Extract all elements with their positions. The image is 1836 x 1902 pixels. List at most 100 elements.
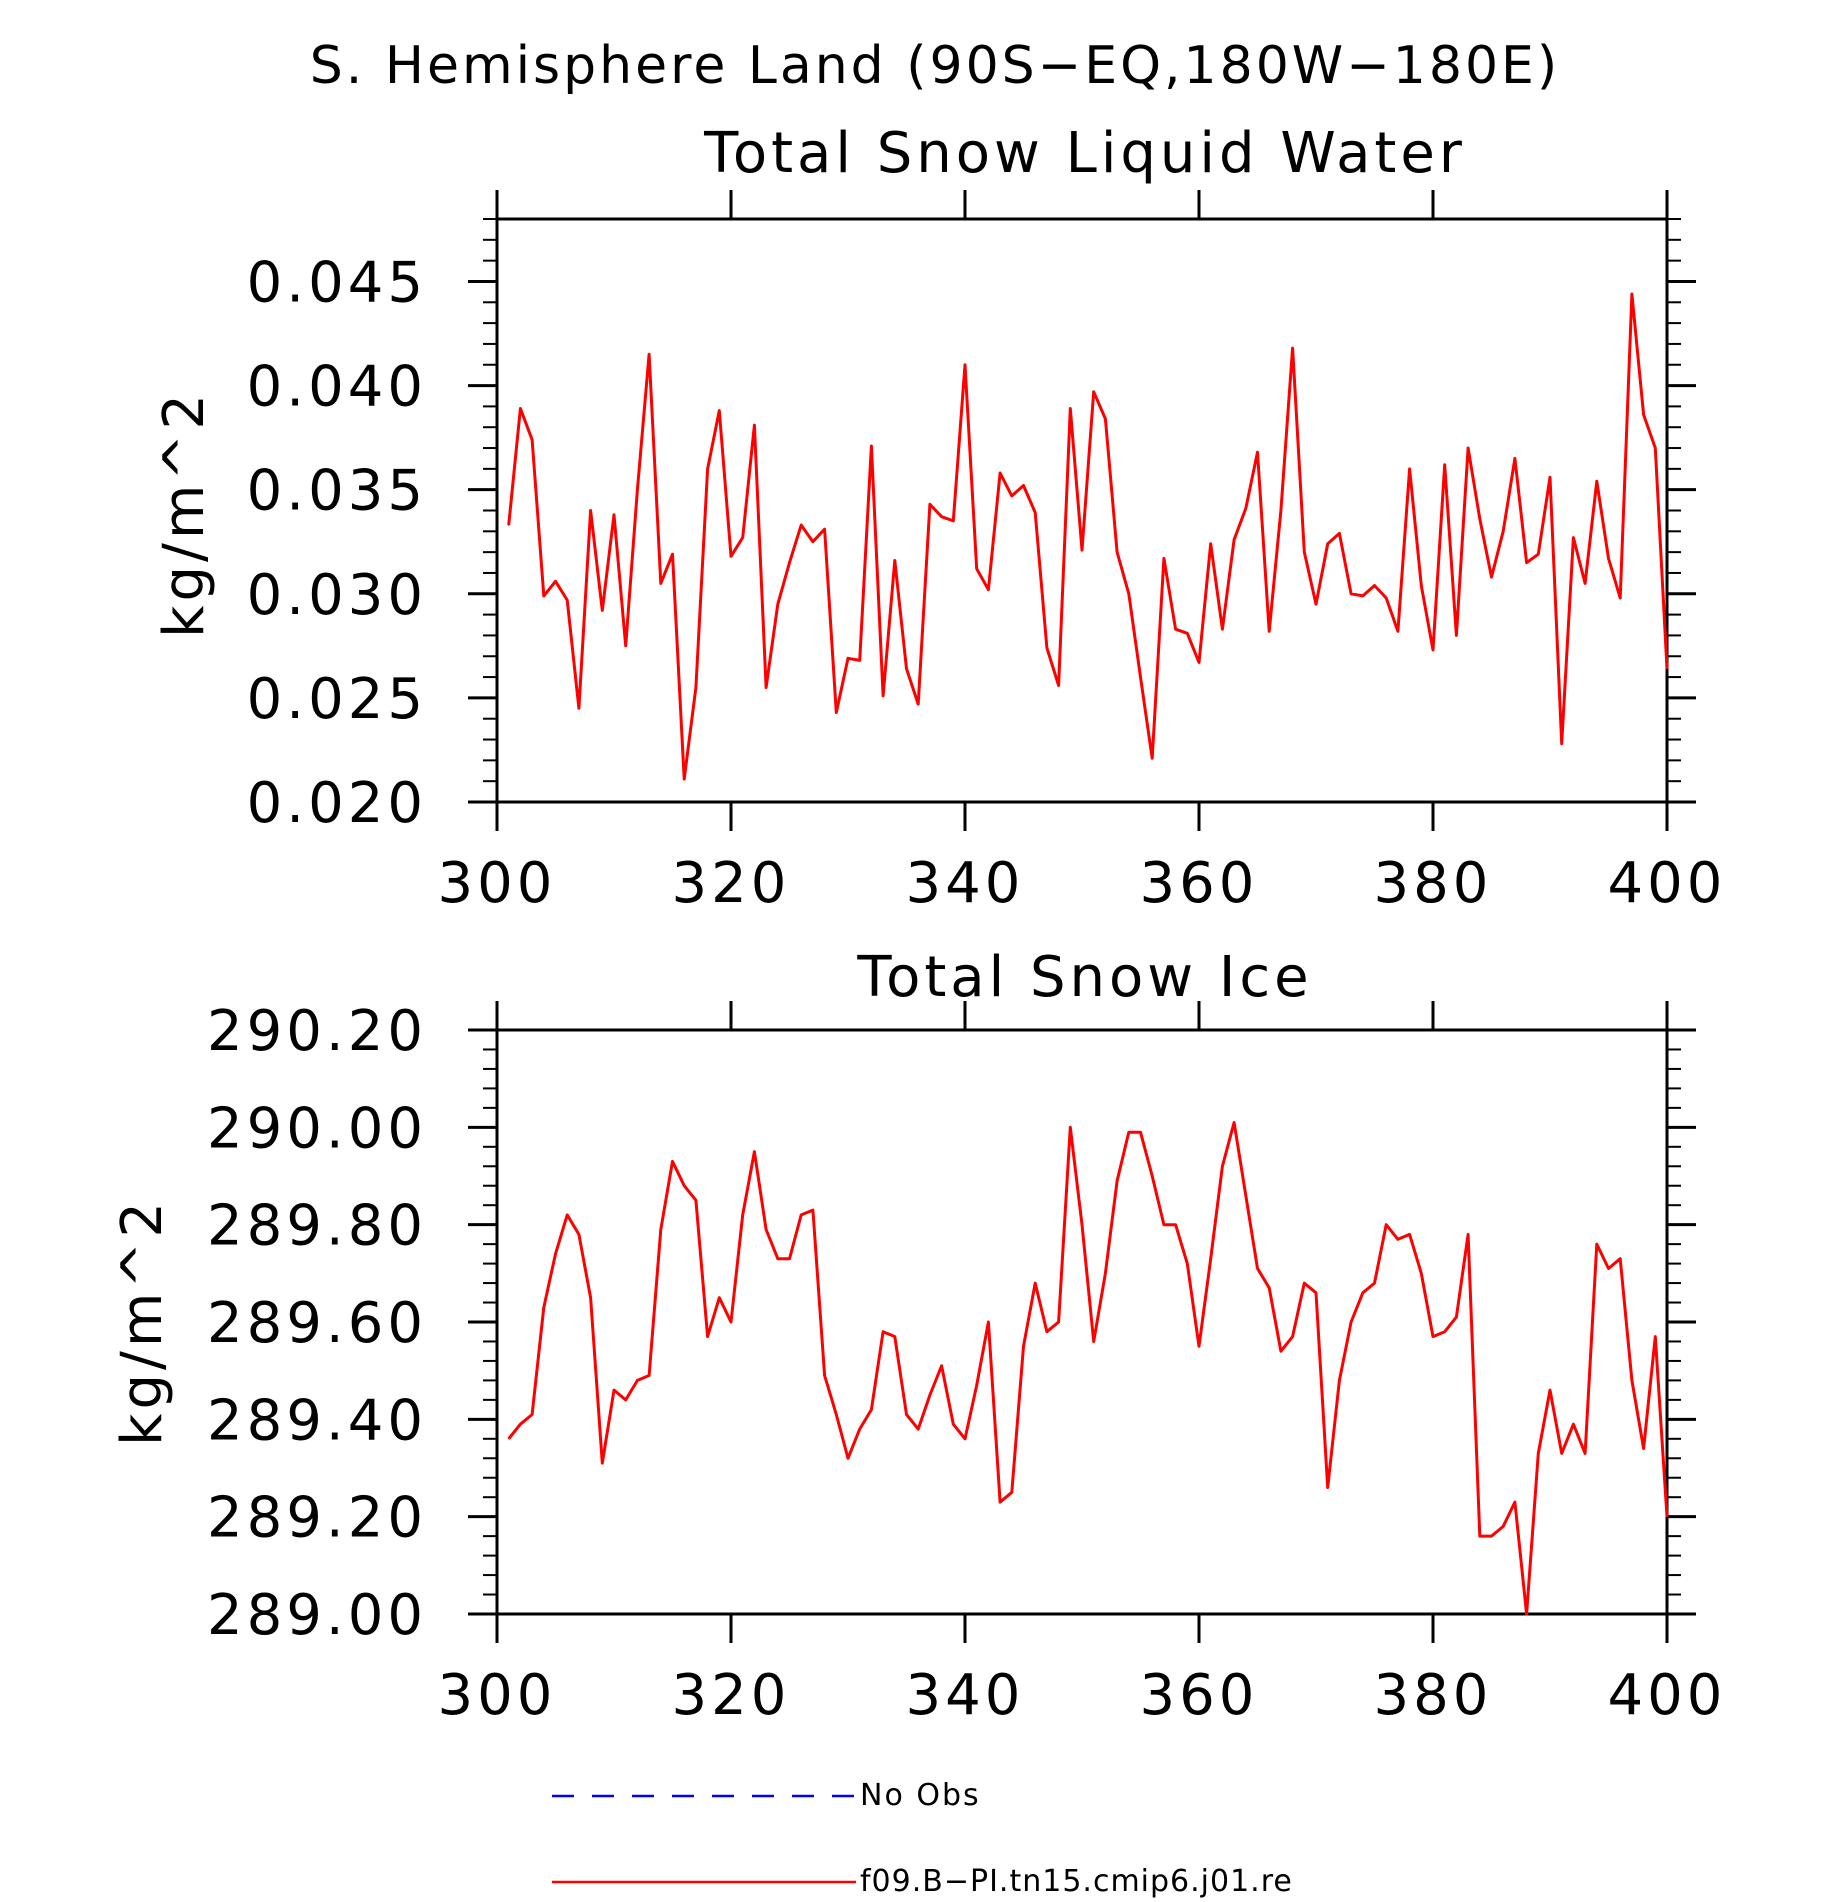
data-point-top	[1128, 593, 1130, 595]
chart-title-top: Total Snow Liquid Water	[703, 121, 1466, 186]
data-point-top	[1537, 553, 1539, 555]
data-point-bottom	[859, 1428, 861, 1430]
data-point-bottom	[1104, 1272, 1106, 1274]
data-point-top	[882, 695, 884, 697]
data-point-top	[636, 489, 639, 491]
data-point-bottom	[812, 1209, 814, 1211]
data-point-bottom	[636, 1379, 639, 1381]
x-tick-label-top: 320	[672, 851, 791, 916]
data-point-top	[1268, 630, 1270, 632]
data-point-bottom	[1245, 1194, 1247, 1197]
data-point-bottom	[1619, 1258, 1621, 1260]
data-point-top	[1549, 476, 1551, 478]
data-point-top	[718, 410, 720, 412]
data-point-bottom	[1233, 1121, 1235, 1124]
data-point-top	[625, 645, 627, 647]
data-point-bottom	[1409, 1233, 1411, 1235]
data-point-bottom	[1643, 1447, 1645, 1450]
data-point-bottom	[941, 1365, 943, 1367]
data-point-bottom	[1303, 1282, 1305, 1284]
data-point-top	[1175, 628, 1177, 630]
data-point-top	[812, 541, 814, 543]
data-point-top	[578, 707, 580, 709]
data-point-top	[1081, 549, 1083, 551]
data-point-top	[1327, 543, 1329, 545]
data-point-bottom	[987, 1321, 990, 1323]
y-tick-label-top: 0.020	[247, 771, 427, 836]
data-point-bottom	[695, 1199, 697, 1201]
data-point-top	[1221, 628, 1223, 630]
data-point-bottom	[1420, 1272, 1422, 1274]
data-point-bottom	[1151, 1175, 1153, 1177]
figure-title: S. Hemisphere Land (90S−EQ,180W−180E)	[310, 36, 1560, 96]
y-tick-label-bottom: 289.60	[207, 1291, 427, 1356]
data-point-top	[1584, 582, 1586, 585]
data-point-top	[1233, 539, 1235, 541]
data-point-bottom	[1128, 1131, 1130, 1133]
data-point-bottom	[1397, 1238, 1399, 1240]
data-point-bottom	[1011, 1491, 1013, 1493]
data-point-bottom	[671, 1160, 674, 1162]
data-point-top	[1245, 507, 1247, 509]
y-tick-label-top: 0.030	[247, 563, 427, 628]
data-point-top	[1011, 495, 1013, 497]
data-point-bottom	[777, 1258, 779, 1260]
data-point-top	[929, 503, 931, 505]
data-point-top	[847, 657, 849, 659]
data-point-bottom	[531, 1413, 533, 1416]
data-point-top	[660, 582, 662, 585]
data-point-top	[1631, 293, 1633, 295]
data-point-top	[1292, 347, 1294, 349]
data-point-bottom	[1081, 1224, 1083, 1226]
data-point-top	[1444, 464, 1446, 466]
data-point-top	[1280, 509, 1282, 512]
plot-area-bottom: 300 320 340 360 380 400 289.00 289.20 289.40 289.…	[207, 999, 1727, 1728]
data-point-top	[941, 516, 943, 518]
data-point-bottom	[1584, 1452, 1586, 1454]
data-point-bottom	[519, 1423, 522, 1425]
data-point-bottom	[1514, 1501, 1516, 1503]
data-point-top	[964, 364, 966, 366]
data-point-top	[519, 407, 522, 410]
data-point-bottom	[1210, 1258, 1212, 1260]
plot-frame-bottom	[495, 1028, 1669, 1616]
series-line-top-0	[507, 292, 1669, 781]
data-point-bottom	[1526, 1613, 1528, 1615]
data-point-bottom	[590, 1297, 592, 1299]
data-point-bottom	[824, 1374, 826, 1377]
x-tick-label-bottom: 400	[1608, 1663, 1727, 1728]
chart-panel-bottom: Total Snow Ice kg/m^2 300 320 340 360 380 400…	[110, 945, 1727, 1728]
data-point-top	[531, 439, 533, 441]
data-point-bottom	[835, 1413, 837, 1416]
data-point-bottom	[1572, 1423, 1574, 1425]
data-point-bottom	[648, 1374, 650, 1377]
data-point-bottom	[601, 1462, 603, 1464]
data-point-bottom	[1327, 1486, 1329, 1489]
data-point-bottom	[1163, 1224, 1165, 1226]
data-point-bottom	[1432, 1336, 1434, 1338]
data-point-top	[765, 686, 767, 689]
data-point-bottom	[730, 1321, 732, 1323]
y-tick-label-top: 0.040	[247, 355, 427, 420]
data-point-bottom	[1666, 1516, 1668, 1518]
data-point-top	[707, 468, 709, 470]
data-point-top	[613, 514, 615, 516]
data-point-top	[1502, 530, 1504, 532]
data-point-top	[1315, 603, 1317, 605]
data-point-bottom	[1350, 1321, 1352, 1323]
data-point-top	[1116, 551, 1118, 553]
data-point-bottom	[1444, 1331, 1446, 1333]
y-tick-label-top: 0.025	[247, 667, 427, 732]
data-point-bottom	[952, 1423, 954, 1425]
y-tick-label-top: 0.035	[247, 459, 427, 524]
plot-frame-top	[495, 217, 1669, 804]
data-point-top	[1139, 676, 1142, 678]
data-point-top	[1619, 597, 1621, 599]
legend-label-model: f09.B−PI.tn15.cmip6.j01.re	[860, 1864, 1293, 1899]
data-point-bottom	[1385, 1224, 1387, 1226]
data-point-top	[976, 568, 978, 570]
data-point-top	[894, 559, 896, 562]
data-point-top	[695, 686, 697, 689]
y-axis-label-bottom: kg/m^2	[110, 1198, 175, 1446]
data-point-bottom	[1654, 1336, 1656, 1338]
